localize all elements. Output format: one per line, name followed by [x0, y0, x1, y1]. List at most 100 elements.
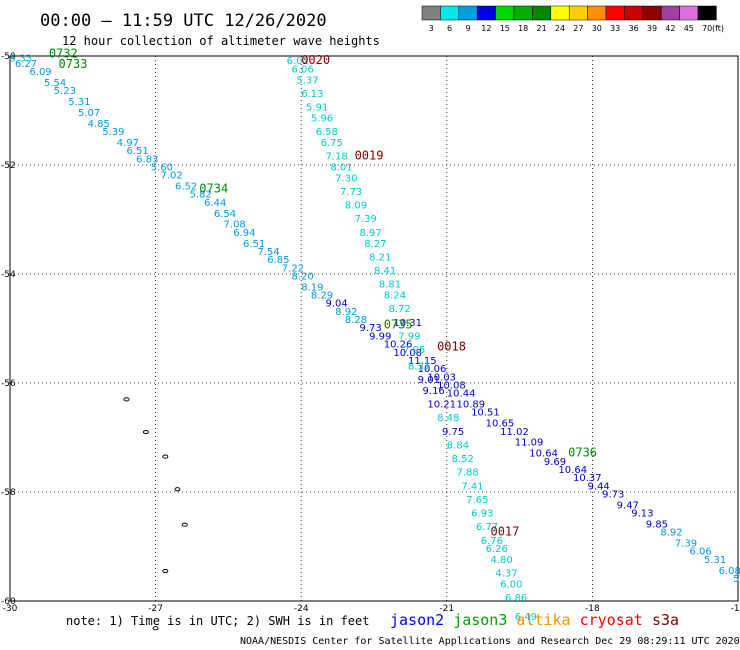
wave-height-value: 6.00 — [500, 579, 522, 590]
wave-height-value: 9.01 — [418, 375, 440, 386]
wave-height-value: 6.09 — [29, 67, 51, 78]
wave-height-value: 9.16 — [423, 386, 445, 397]
legend-label: 3 — [429, 24, 434, 33]
legend-swatch — [476, 5, 496, 21]
legend-label: 70 — [702, 24, 712, 33]
wave-height-value: 9.73 — [359, 323, 381, 334]
wave-height-value: 10.26 — [384, 340, 413, 351]
legend-label: 6 — [447, 24, 452, 33]
wave-height-value: 8.01 — [330, 162, 352, 173]
wave-height-value: 10.37 — [573, 473, 602, 484]
wave-height-value: 6.27 — [15, 59, 37, 70]
wave-height-value: 6.02 — [287, 56, 309, 67]
wave-height-value: 6.06 — [689, 547, 711, 558]
footer-credit: NOAA/NESDIS Center for Satellite Applica… — [240, 636, 740, 647]
legend-label: 36 — [629, 24, 639, 33]
x-tick-label: -30 — [3, 604, 18, 614]
wave-height-value: 7.39 — [675, 539, 697, 550]
pass-label: 0735 — [384, 318, 413, 332]
wave-height-value: 6.83 — [136, 154, 158, 165]
wave-height-value: 8.28 — [345, 315, 367, 326]
legend-swatch — [458, 5, 478, 21]
axis-ticks: -30 -27 -24 -21 -18 -15 -50 -52 -54 -56 -58 -60 — [1, 52, 740, 614]
wave-height-value: 11.02 — [500, 427, 529, 438]
wave-height-value: 8.09 — [345, 201, 367, 212]
x-tick-label: -27 — [148, 604, 163, 614]
footer-note: note: 1) Time is in UTC; 2) SWH is in fe… — [66, 614, 369, 628]
legend-swatch — [440, 5, 460, 21]
wave-height-value: 7.95 — [403, 345, 425, 356]
x-tick-label: -21 — [439, 604, 454, 614]
legend-label: 30 — [592, 24, 602, 33]
legend-label: 21 — [537, 24, 547, 33]
y-tick-label: -60 — [1, 597, 16, 607]
y-tick-label: -54 — [1, 270, 16, 280]
wave-height-value: 7.30 — [335, 173, 357, 184]
wave-height-value: 10.89 — [457, 400, 486, 411]
wave-height-value: 7.08 — [224, 220, 246, 231]
wave-height-value: 9.69 — [544, 457, 566, 468]
wave-height-value: 7.88 — [457, 468, 479, 479]
satellite-legend: jason2 jason3 altika cryosat s3a — [390, 611, 679, 629]
legend-label: 42 — [665, 24, 675, 33]
wave-height-value: 10.08 — [393, 348, 422, 359]
wave-height-value: 6.51 — [243, 239, 265, 250]
wave-height-value: 6.93 — [471, 509, 493, 520]
wave-height-value: 7.54 — [258, 247, 280, 258]
wave-height-value: 7.65 — [466, 495, 488, 506]
wave-height-value: 9.47 — [617, 500, 639, 511]
satellite-name: altika — [516, 611, 570, 629]
wave-height-value: 8.97 — [359, 228, 381, 239]
island — [181, 522, 188, 527]
legend-label: 39 — [647, 24, 657, 33]
wave-height-value: 6.13 — [301, 89, 323, 100]
wave-height-value: 8.92 — [335, 307, 357, 318]
wave-height-value: 6.94 — [233, 228, 255, 239]
wave-height-value: 5.39 — [102, 127, 124, 138]
wave-height-value: 6.85 — [267, 255, 289, 266]
wave-height-value: 7.39 — [355, 214, 377, 225]
satellite-name: cryosat — [580, 611, 643, 629]
wave-height-value: 9.85 — [646, 519, 668, 530]
legend-swatch — [642, 5, 662, 21]
legend-swatch — [532, 5, 552, 21]
wave-height-value: 6.52 — [175, 182, 197, 193]
grid-lines — [10, 56, 738, 601]
x-tick-label: -15 — [731, 604, 740, 614]
wave-height-value: 10.21 — [427, 400, 456, 411]
wave-height-value: 6.76 — [481, 536, 503, 547]
color-legend: 3 6 9 12 15 18 21 24 27 30 33 36 39 42 45 70 — [421, 5, 717, 33]
wave-height-value: 6.26 — [486, 544, 508, 555]
wave-height-value: 9.73 — [602, 489, 624, 500]
wave-height-value: 10.31 — [393, 318, 422, 329]
y-tick-label: -52 — [1, 161, 16, 171]
y-tick-label: -58 — [1, 488, 16, 498]
wave-height-value: 4.97 — [117, 138, 139, 149]
wave-height-value: 8.92 — [660, 528, 682, 539]
x-tick-label: -18 — [585, 604, 600, 614]
wave-height-value: 7.22 — [282, 263, 304, 274]
pass-label: 0736 — [568, 446, 597, 460]
legend-swatch — [624, 5, 644, 21]
wave-height-value: 9.99 — [369, 331, 391, 342]
wave-height-value: 10.44 — [447, 389, 476, 400]
wave-height-value: 6.44 — [204, 198, 226, 209]
y-tick-label: -56 — [1, 379, 16, 389]
wave-height-value: 8.20 — [291, 271, 313, 282]
wave-height-value: 6.08 — [719, 566, 740, 577]
x-tick-label: -24 — [294, 604, 309, 614]
wave-height-value: 8.41 — [374, 266, 396, 277]
legend-swatch — [660, 5, 680, 21]
wave-height-value: 4.85 — [88, 119, 110, 130]
wave-height-value: 8.21 — [369, 252, 391, 263]
wave-height-value: 7.41 — [461, 481, 483, 492]
legend-unit: (ft) — [712, 24, 724, 33]
wave-height-value: 9.04 — [325, 299, 347, 310]
wave-height-value: 9.13 — [631, 509, 653, 520]
wave-height-value: 10.64 — [529, 449, 558, 460]
wave-height-value: 5.31 — [704, 555, 726, 566]
plot-area: -30 -27 -24 -21 -18 -15 -50 -52 -54 -56 -58 -60 5.3… — [1, 47, 740, 631]
legend-label: 33 — [610, 24, 620, 33]
pass-label: 0019 — [355, 149, 384, 163]
wave-height-value: 6.77 — [476, 522, 498, 533]
